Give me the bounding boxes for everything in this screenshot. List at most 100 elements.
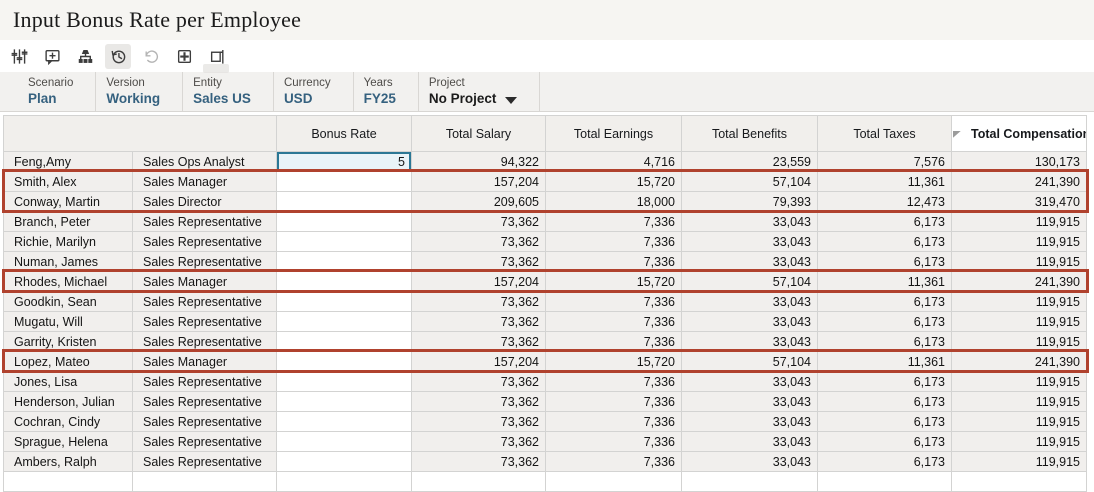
column-label: Total Earnings xyxy=(573,126,654,141)
total-taxes-cell: 7,576 xyxy=(817,151,952,172)
pov-value[interactable]: Plan xyxy=(28,91,57,106)
grid-icon[interactable] xyxy=(171,44,197,69)
bonus-rate-cell[interactable] xyxy=(276,211,412,232)
adjust-icon[interactable] xyxy=(6,44,32,69)
bonus-rate-cell[interactable] xyxy=(276,331,412,352)
col-header-total-benefits[interactable]: Total Benefits xyxy=(681,115,818,152)
total-compensation-cell: 119,915 xyxy=(951,291,1087,312)
total-salary-cell: 157,204 xyxy=(411,351,546,372)
total-benefits-cell: 23,559 xyxy=(681,151,818,172)
pov-item-scenario[interactable]: Scenario Plan xyxy=(18,72,97,111)
job-title-cell: Sales Ops Analyst xyxy=(132,151,277,172)
empty-cell xyxy=(276,471,412,492)
employee-row: Numan, James Sales Representative 73,362 7,… xyxy=(3,251,1087,272)
total-compensation-cell: 119,915 xyxy=(951,231,1087,252)
total-taxes-cell: 6,173 xyxy=(817,291,952,312)
employee-name-cell: Cochran, Cindy xyxy=(3,411,133,432)
pane-icon[interactable] xyxy=(204,44,230,69)
bonus-rate-cell[interactable] xyxy=(276,311,412,332)
toolbar xyxy=(0,40,1094,72)
total-compensation-cell: 119,915 xyxy=(951,331,1087,352)
pov-value[interactable]: Working xyxy=(106,91,161,106)
employee-name-cell: Richie, Marilyn xyxy=(3,231,133,252)
comments-icon[interactable] xyxy=(39,44,65,69)
col-header-bonus-rate[interactable]: Bonus Rate xyxy=(276,115,412,152)
total-earnings-cell: 7,336 xyxy=(545,371,682,392)
employee-name-cell: Sprague, Helena xyxy=(3,431,133,452)
bonus-rate-cell[interactable] xyxy=(276,371,412,392)
total-benefits-cell: 33,043 xyxy=(681,371,818,392)
bonus-rate-cell[interactable] xyxy=(276,231,412,252)
bonus-rate-cell[interactable] xyxy=(276,391,412,412)
total-taxes-cell: 6,173 xyxy=(817,211,952,232)
job-title-cell: Sales Representative xyxy=(132,451,277,472)
employee-row: Sprague, Helena Sales Representative 73,36… xyxy=(3,431,1087,452)
employee-row: Conway, Martin Sales Director 209,605 18,00… xyxy=(3,191,1087,212)
total-benefits-cell: 57,104 xyxy=(681,271,818,292)
col-header-total-compensation[interactable]: Total Compensation xyxy=(951,115,1087,152)
bonus-rate-cell[interactable] xyxy=(276,451,412,472)
total-salary-cell: 73,362 xyxy=(411,211,546,232)
empty-cell xyxy=(681,471,818,492)
hierarchy-icon[interactable] xyxy=(72,44,98,69)
total-compensation-cell: 130,173 xyxy=(951,151,1087,172)
pov-item-currency[interactable]: Currency USD xyxy=(274,72,354,111)
undo-icon[interactable] xyxy=(138,44,164,69)
pov-label: Project xyxy=(428,77,465,89)
employee-row: Ambers, Ralph Sales Representative 73,362 7… xyxy=(3,451,1087,472)
pov-value[interactable]: USD xyxy=(283,91,313,106)
total-earnings-cell: 7,336 xyxy=(545,391,682,412)
employee-name-cell: Conway, Martin xyxy=(3,191,133,212)
total-earnings-cell: 7,336 xyxy=(545,331,682,352)
total-taxes-cell: 6,173 xyxy=(817,311,952,332)
total-benefits-cell: 57,104 xyxy=(681,351,818,372)
job-title-cell: Sales Representative xyxy=(132,311,277,332)
employee-row: Goodkin, Sean Sales Representative 73,362 7… xyxy=(3,291,1087,312)
employee-row: Jones, Lisa Sales Representative 73,362 7,3… xyxy=(3,371,1087,392)
pov-value[interactable]: FY25 xyxy=(363,91,396,106)
empty-cell xyxy=(132,471,277,492)
col-header-total-taxes[interactable]: Total Taxes xyxy=(817,115,952,152)
total-compensation-cell: 241,390 xyxy=(951,351,1087,372)
pov-value[interactable]: Sales US xyxy=(193,91,251,106)
title-band: Input Bonus Rate per Employee xyxy=(0,0,1094,40)
pov-label: Years xyxy=(363,77,393,89)
empty-cell xyxy=(951,471,1087,492)
history-icon[interactable] xyxy=(105,43,131,69)
bonus-rate-cell[interactable]: 5 xyxy=(276,151,412,172)
col-header-total-earnings[interactable]: Total Earnings xyxy=(545,115,682,152)
bonus-rate-cell[interactable] xyxy=(276,171,412,192)
total-salary-cell: 73,362 xyxy=(411,371,546,392)
pov-item-version[interactable]: Version Working xyxy=(96,72,184,111)
col-header-total-salary[interactable]: Total Salary xyxy=(411,115,546,152)
job-title-cell: Sales Representative xyxy=(132,291,277,312)
bonus-rate-cell[interactable] xyxy=(276,271,412,292)
employee-name-cell: Ambers, Ralph xyxy=(3,451,133,472)
total-compensation-cell: 241,390 xyxy=(951,271,1087,292)
chevron-down-icon[interactable] xyxy=(505,96,518,104)
bonus-rate-cell[interactable] xyxy=(276,351,412,372)
bonus-rate-cell[interactable] xyxy=(276,251,412,272)
pov-item-years[interactable]: Years FY25 xyxy=(354,72,419,111)
employee-row: Garrity, Kristen Sales Representative 73,3… xyxy=(3,331,1087,352)
bonus-rate-cell[interactable] xyxy=(276,411,412,432)
total-salary-cell: 73,362 xyxy=(411,291,546,312)
total-salary-cell: 157,204 xyxy=(411,171,546,192)
total-benefits-cell: 33,043 xyxy=(681,211,818,232)
total-taxes-cell: 11,361 xyxy=(817,171,952,192)
bonus-rate-cell[interactable] xyxy=(276,191,412,212)
bonus-rate-cell[interactable] xyxy=(276,291,412,312)
empty-cell xyxy=(3,471,133,492)
employee-row: Smith, Alex Sales Manager 157,204 15,720 57,… xyxy=(3,171,1087,192)
bonus-rate-cell[interactable] xyxy=(276,431,412,452)
pov-item-entity[interactable]: Entity Sales US xyxy=(183,72,274,111)
employee-name-cell: Rhodes, Michael xyxy=(3,271,133,292)
total-benefits-cell: 57,104 xyxy=(681,171,818,192)
employee-row: Rhodes, Michael Sales Manager 157,204 15,72… xyxy=(3,271,1087,292)
total-taxes-cell: 6,173 xyxy=(817,451,952,472)
pov-value[interactable]: No Project xyxy=(428,91,497,106)
employee-row: Lopez, Mateo Sales Manager 157,204 15,720 57… xyxy=(3,351,1087,372)
employee-name-cell: Branch, Peter xyxy=(3,211,133,232)
total-earnings-cell: 4,716 xyxy=(545,151,682,172)
pov-item-project[interactable]: Project No Project xyxy=(419,72,541,111)
